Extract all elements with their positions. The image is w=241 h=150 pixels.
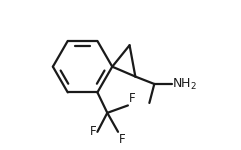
Text: F: F [119, 133, 126, 146]
Text: NH$_2$: NH$_2$ [173, 76, 197, 92]
Text: F: F [129, 92, 135, 105]
Text: F: F [90, 125, 97, 138]
